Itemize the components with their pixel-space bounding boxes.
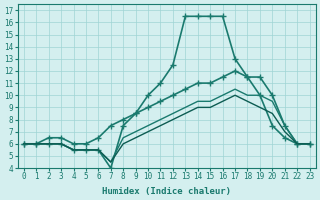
X-axis label: Humidex (Indice chaleur): Humidex (Indice chaleur) xyxy=(102,187,231,196)
